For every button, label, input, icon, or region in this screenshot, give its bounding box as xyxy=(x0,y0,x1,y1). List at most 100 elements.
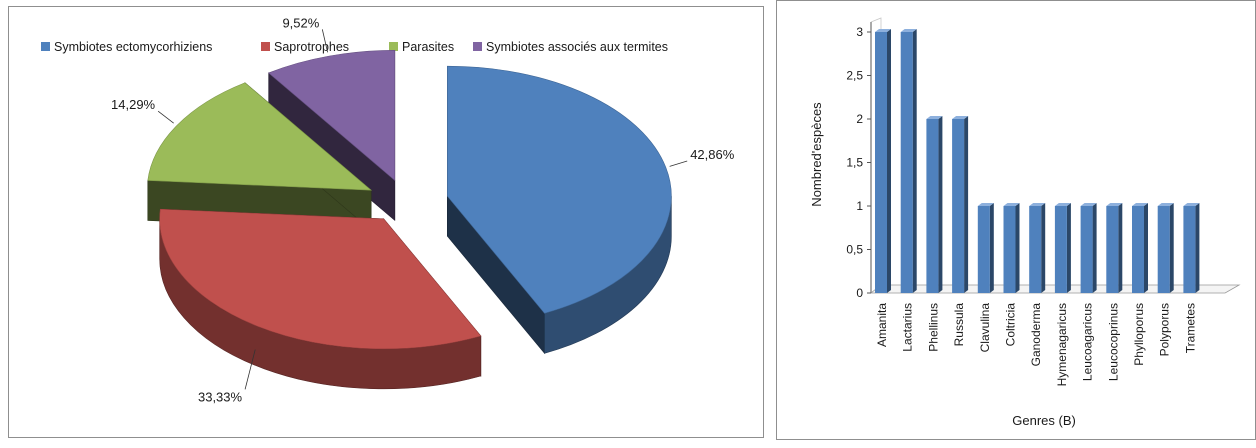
bar-top-12 xyxy=(1157,203,1174,206)
bar-7 xyxy=(1029,203,1046,293)
legend-swatch-1 xyxy=(41,42,50,51)
bar-top-8 xyxy=(1054,203,1071,206)
bar-top-5 xyxy=(977,203,994,206)
bar-13 xyxy=(1183,203,1200,293)
bar-top-1 xyxy=(875,29,891,32)
pie-slice-1 xyxy=(447,65,672,355)
bar-side-10 xyxy=(1118,203,1123,293)
pie-slice-2 xyxy=(159,208,482,390)
bar-side-12 xyxy=(1169,203,1174,293)
y-tick-label-7: 3 xyxy=(856,25,863,39)
data-label-2: 33,33% xyxy=(198,389,243,404)
x-tick-label-9: Leucoagaricus xyxy=(1081,303,1095,381)
bar-front-11 xyxy=(1132,206,1144,293)
bar-top-6 xyxy=(1003,203,1020,206)
y-axis-title: Nombred'espèces xyxy=(809,102,824,207)
bar-10 xyxy=(1106,203,1123,293)
bar-front-10 xyxy=(1106,206,1119,293)
bar-6 xyxy=(1003,203,1020,293)
data-label-4: 9,52% xyxy=(282,15,319,30)
bar-top-3 xyxy=(926,116,943,119)
y-tick-label-1: 0 xyxy=(856,286,863,300)
y-tick-label-2: 0,5 xyxy=(846,243,863,257)
y-tick-label-6: 2,5 xyxy=(846,69,863,83)
x-tick-label-3: Phellinus xyxy=(926,303,940,352)
y-tick-label-4: 1,5 xyxy=(846,156,863,170)
bar-front-9 xyxy=(1080,206,1093,293)
x-tick-label-11: Phylloporus xyxy=(1132,303,1146,366)
bar-11 xyxy=(1132,203,1148,293)
bar-front-12 xyxy=(1157,206,1170,293)
data-label-1: 42,86% xyxy=(690,147,735,162)
pie-slice-top-2 xyxy=(159,208,482,350)
bar-side-1 xyxy=(887,29,891,293)
bar-front-1 xyxy=(875,32,887,293)
x-tick-label-8: Hymenagaricus xyxy=(1055,303,1069,386)
bar-front-2 xyxy=(900,32,913,293)
bar-side-5 xyxy=(989,203,994,293)
y-tick-label-3: 1 xyxy=(856,199,863,213)
bar-chart: 0 0,5 1 1,5 2 2,5 3 Nombred'espèces Genres (B) Am… xyxy=(809,17,1241,428)
bar-4 xyxy=(952,116,969,293)
x-tick-label-6: Coltricia xyxy=(1004,303,1018,347)
pie-slice-top-3 xyxy=(147,82,373,191)
bar-front-3 xyxy=(926,119,939,293)
bar-front-13 xyxy=(1183,206,1196,293)
bar-top-7 xyxy=(1029,203,1046,206)
pie-data-labels: 42,86% 33,33% 14,29% 9,52% xyxy=(111,15,735,404)
bar-top-4 xyxy=(952,116,969,119)
bars xyxy=(875,29,1200,293)
x-tick-label-2: Lactarius xyxy=(901,303,915,352)
bar-12 xyxy=(1157,203,1174,293)
y-tick-label-5: 2 xyxy=(856,112,863,126)
x-tick-label-5: Clavulina xyxy=(978,303,992,353)
bar-side-6 xyxy=(1015,203,1020,293)
bar-chart-panel: 0 0,5 1 1,5 2 2,5 3 Nombred'espèces Genres (B) Am… xyxy=(776,0,1256,440)
x-tick-label-7: Ganoderma xyxy=(1029,303,1043,367)
legend-swatch-3 xyxy=(389,42,398,51)
bar-top-9 xyxy=(1080,203,1097,206)
legend-entry-1: Symbiotes ectomycorhiziens xyxy=(54,40,212,54)
data-label-3: 14,29% xyxy=(111,97,156,112)
bar-front-6 xyxy=(1003,206,1016,293)
pie-chart: Symbiotes ectomycorhiziens Saprotrophes Pa… xyxy=(41,15,735,404)
bar-front-4 xyxy=(952,119,965,293)
legend-entry-3: Parasites xyxy=(402,40,454,54)
bar-side-13 xyxy=(1195,203,1200,293)
bar-side-4 xyxy=(964,116,969,293)
pie-chart-panel: Symbiotes ectomycorhiziens Saprotrophes Pa… xyxy=(8,6,764,438)
x-tick-label-10: Leucocoprinus xyxy=(1106,303,1120,381)
leader-line-3 xyxy=(157,110,174,124)
bar-front-7 xyxy=(1029,206,1042,293)
bar-side-11 xyxy=(1144,203,1148,293)
bar-side-7 xyxy=(1041,203,1046,293)
bar-front-8 xyxy=(1054,206,1067,293)
legend-swatch-2 xyxy=(261,42,270,51)
bar-side-3 xyxy=(938,116,943,293)
bar-side-9 xyxy=(1092,203,1097,293)
bar-8 xyxy=(1054,203,1071,293)
bar-top-11 xyxy=(1132,203,1148,206)
bar-9 xyxy=(1080,203,1097,293)
pie-slice-top-1 xyxy=(447,65,672,314)
bar-5 xyxy=(977,203,994,293)
bar-top-10 xyxy=(1106,203,1123,206)
leader-line-2 xyxy=(244,349,256,390)
pie-legend: Symbiotes ectomycorhiziens Saprotrophes Pa… xyxy=(41,40,668,54)
x-tick-label-13: Trametes xyxy=(1183,303,1197,353)
pie-slices xyxy=(147,50,672,390)
legend-swatch-4 xyxy=(473,42,482,51)
leader-line-1 xyxy=(669,160,688,167)
x-axis-title: Genres (B) xyxy=(1012,413,1076,428)
pie-slice-top-4 xyxy=(268,50,396,182)
x-tick-label-12: Polyporus xyxy=(1158,303,1172,356)
bar-side-8 xyxy=(1066,203,1071,293)
legend-entry-2: Saprotrophes xyxy=(274,40,349,54)
bar-top-13 xyxy=(1183,203,1200,206)
bar-front-5 xyxy=(977,206,990,293)
bar-top-2 xyxy=(900,29,917,32)
x-tick-label-4: Russula xyxy=(952,303,966,347)
bar-1 xyxy=(875,29,891,293)
bar-2 xyxy=(900,29,917,293)
bar-side-2 xyxy=(912,29,917,293)
